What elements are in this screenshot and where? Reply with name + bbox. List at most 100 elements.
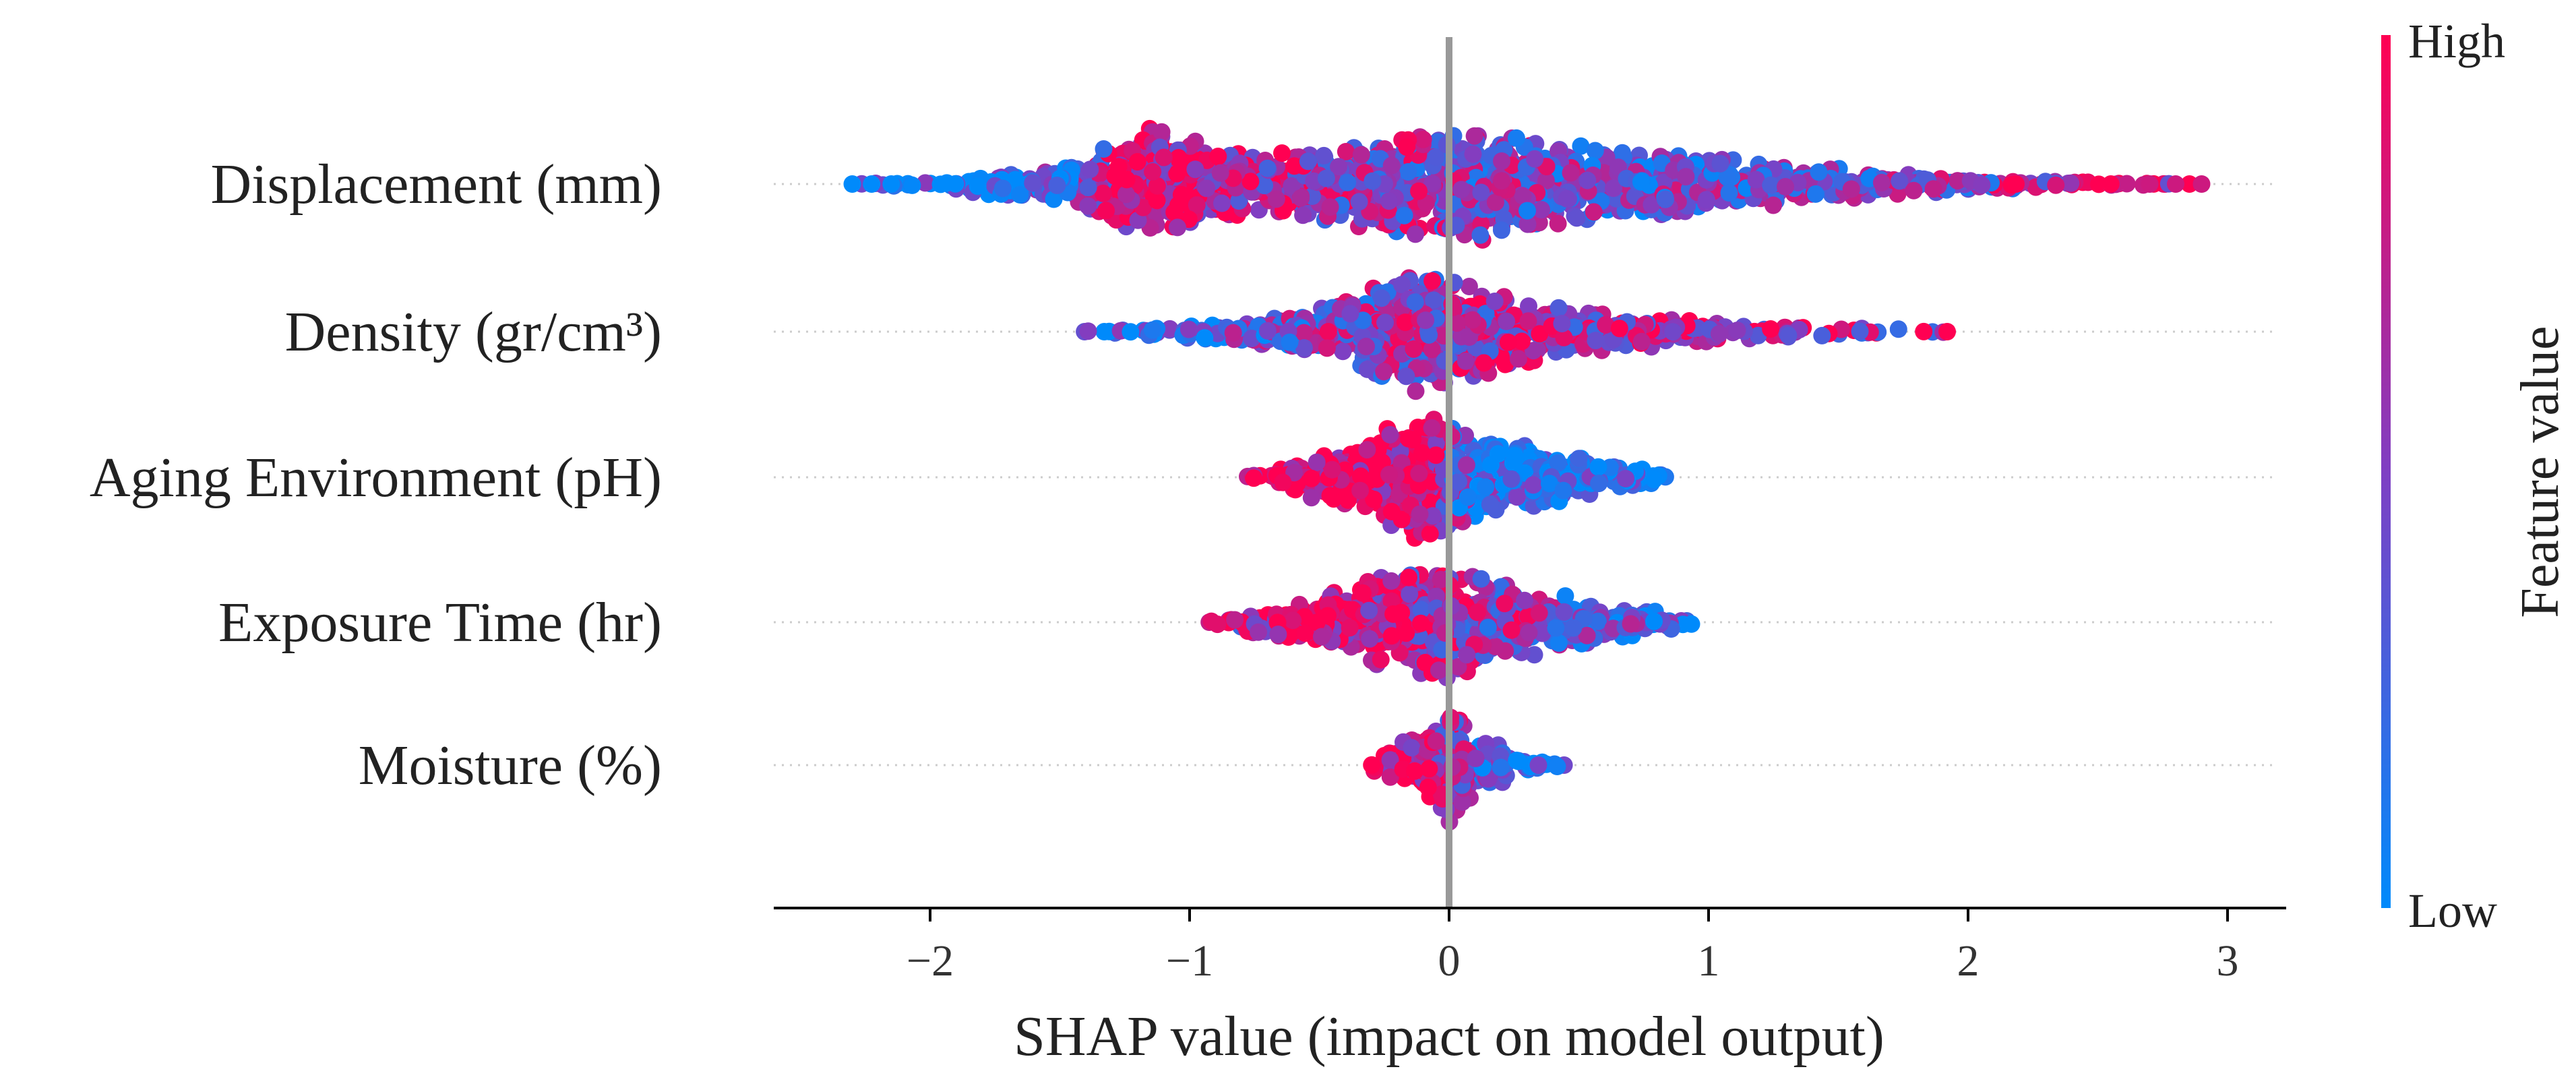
colorbar-title: Feature value	[2511, 326, 2570, 617]
shap-dot	[1421, 524, 1439, 543]
colorbar-gradient	[2381, 35, 2391, 908]
feature-labels: Displacement (mm) Density (gr/cm³) Aging E…	[90, 153, 662, 797]
shap-dot	[1851, 322, 1869, 340]
shap-dot	[1417, 311, 1435, 330]
shap-dot	[1382, 627, 1401, 645]
shap-dot	[1617, 470, 1634, 487]
shap-dot	[1128, 153, 1146, 171]
shap-dot	[1148, 177, 1166, 195]
shap-dot	[1677, 168, 1695, 186]
shap-dot	[1555, 603, 1573, 621]
shap-dot	[1475, 354, 1493, 372]
shap-dot	[1549, 214, 1567, 233]
shap-dot	[1250, 623, 1268, 641]
shap-dot	[1657, 190, 1674, 208]
shap-dot	[1399, 163, 1417, 181]
shap-dot	[1381, 768, 1399, 786]
shap-dot	[1308, 453, 1326, 471]
shap-dot	[1720, 184, 1738, 202]
x-tick-label: 2	[1957, 936, 1980, 986]
shap-dot	[1188, 196, 1206, 214]
feature-row-dots	[1200, 566, 1700, 687]
shap-dot	[1457, 456, 1475, 474]
shap-dot	[1428, 434, 1446, 452]
shap-dot	[1381, 751, 1399, 769]
shap-dot	[1471, 226, 1490, 244]
shap-dot	[1358, 441, 1376, 459]
shap-dot	[1456, 352, 1475, 370]
shap-dot	[1529, 756, 1547, 774]
shap-dot	[1241, 173, 1260, 191]
shap-dot	[1258, 322, 1277, 340]
shap-dot	[1682, 615, 1700, 633]
shap-dot	[1296, 624, 1314, 642]
shap-dot	[1465, 127, 1483, 145]
shap-dot	[1711, 154, 1729, 173]
feature-label: Aging Environment (pH)	[90, 446, 662, 509]
shap-dot	[1413, 444, 1431, 462]
shap-dot	[1081, 160, 1099, 179]
shap-dot	[1095, 140, 1113, 158]
shap-dot	[1427, 732, 1445, 750]
shap-dot	[1420, 326, 1438, 344]
shap-dot	[1499, 333, 1517, 351]
shap-dot	[1155, 148, 1173, 167]
shap-dot	[1578, 626, 1596, 644]
shap-dot	[1915, 322, 1933, 340]
shap-dot	[1299, 152, 1317, 171]
shap-dot	[1492, 221, 1510, 239]
shap-dot	[1302, 469, 1320, 487]
shap-dot	[1294, 206, 1312, 224]
shap-dot	[1403, 739, 1421, 757]
shap-dot	[1024, 174, 1042, 192]
shap-dot	[1351, 467, 1370, 485]
shap-dot	[1179, 320, 1198, 338]
shap-dot	[1519, 312, 1537, 330]
shap-dot	[1337, 143, 1355, 160]
shap-dot	[1423, 175, 1442, 193]
shap-dot	[2047, 176, 2065, 194]
shap-dot	[2102, 175, 2120, 193]
shap-dot	[1645, 612, 1663, 630]
shap-dot	[1420, 760, 1438, 778]
x-tick-label: 1	[1698, 936, 1720, 986]
x-tick-label: 3	[2217, 936, 2239, 986]
shap-dot	[1493, 152, 1510, 170]
shap-dot	[1423, 340, 1441, 359]
colorbar-low-label: Low	[2408, 884, 2497, 938]
shap-dot	[1319, 323, 1337, 340]
shap-dot	[1508, 488, 1526, 506]
shap-dot	[1350, 193, 1368, 211]
shap-dot	[1430, 661, 1448, 680]
shap-dot	[1365, 490, 1383, 508]
shap-dot	[993, 179, 1012, 198]
shap-dot	[1502, 470, 1521, 488]
shap-dot	[1258, 159, 1277, 177]
shap-dot	[1361, 630, 1379, 648]
shap-dot	[1161, 320, 1179, 338]
shap-dot	[1556, 587, 1574, 605]
shap-dot	[1148, 191, 1166, 210]
shap-dot	[1610, 320, 1628, 338]
shap-dot	[1514, 187, 1532, 205]
shap-dot	[1285, 464, 1304, 482]
shap-dot	[1411, 505, 1429, 523]
shap-dot	[1718, 169, 1736, 187]
shap-dot	[2007, 175, 2025, 193]
x-axis-label: SHAP value (impact on model output)	[1014, 1005, 1884, 1068]
shap-dot	[1578, 171, 1597, 189]
shap-dot	[1363, 172, 1382, 190]
shap-dot	[1485, 293, 1504, 310]
shap-dot	[1412, 601, 1430, 619]
shap-dot	[1472, 183, 1490, 202]
shap-dot	[2180, 175, 2199, 193]
shap-dot	[1467, 750, 1485, 767]
shap-dot	[1777, 178, 1794, 195]
shap-dot	[1728, 322, 1746, 340]
shap-dot	[1905, 181, 1923, 200]
shap-dot	[1351, 481, 1370, 500]
shap-dot	[1405, 340, 1423, 358]
shap-dot	[1548, 758, 1566, 775]
shap-dot	[1295, 339, 1313, 357]
shap-dot	[1510, 350, 1527, 368]
